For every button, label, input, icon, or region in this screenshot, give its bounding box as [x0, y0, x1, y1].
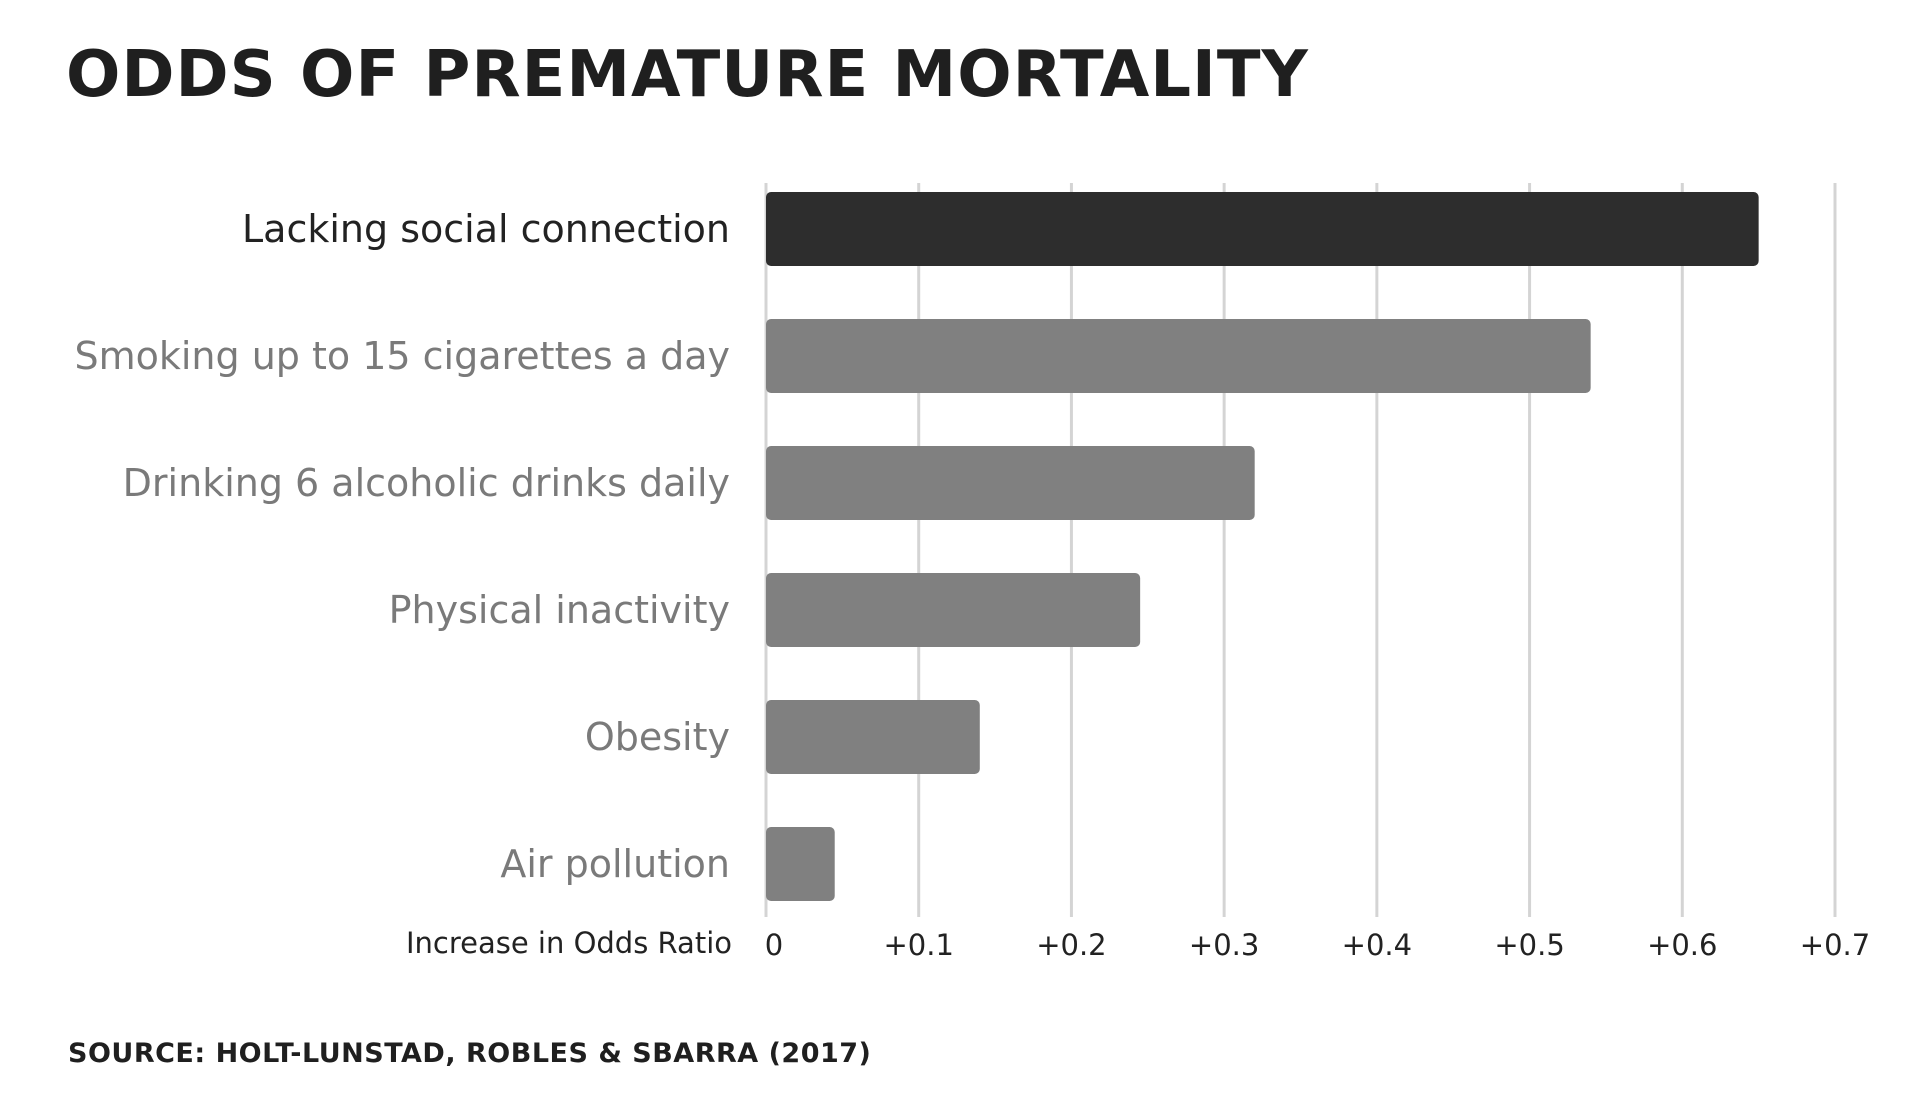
category-label: Obesity [585, 715, 730, 759]
source-note: SOURCE: HOLT-LUNSTAD, ROBLES & SBARRA (2… [68, 1038, 872, 1069]
x-tick-label: +0.3 [1189, 928, 1259, 962]
category-label: Physical inactivity [389, 588, 730, 632]
bar [766, 827, 835, 901]
x-tick-label: +0.5 [1494, 928, 1564, 962]
category-label: Smoking up to 15 cigarettes a day [74, 334, 730, 378]
chart-title: ODDS OF PREMATURE MORTALITY [66, 38, 1309, 112]
bar [766, 700, 980, 774]
x-axis-label: Increase in Odds Ratio [406, 926, 732, 960]
category-label: Drinking 6 alcoholic drinks daily [123, 461, 730, 505]
bar [766, 319, 1591, 393]
x-tick-label: +0.2 [1036, 928, 1106, 962]
x-tick-label: +0.1 [884, 928, 954, 962]
x-tick-label: +0.7 [1800, 928, 1870, 962]
category-label: Air pollution [500, 842, 730, 886]
category-label: Lacking social connection [242, 207, 730, 251]
category-labels: Lacking social connection Smoking up to 1… [74, 207, 730, 886]
x-axis-ticks: 0 +0.1 +0.2 +0.3 +0.4 +0.5 +0.6 +0.7 [765, 928, 1870, 962]
gridlines [764, 183, 1837, 917]
bar [766, 573, 1141, 647]
bar [766, 446, 1255, 520]
x-tick-label: +0.4 [1342, 928, 1412, 962]
bars [766, 192, 1759, 901]
x-tick-label: +0.6 [1647, 928, 1717, 962]
bar [766, 192, 1759, 266]
x-tick-label: 0 [765, 928, 783, 962]
